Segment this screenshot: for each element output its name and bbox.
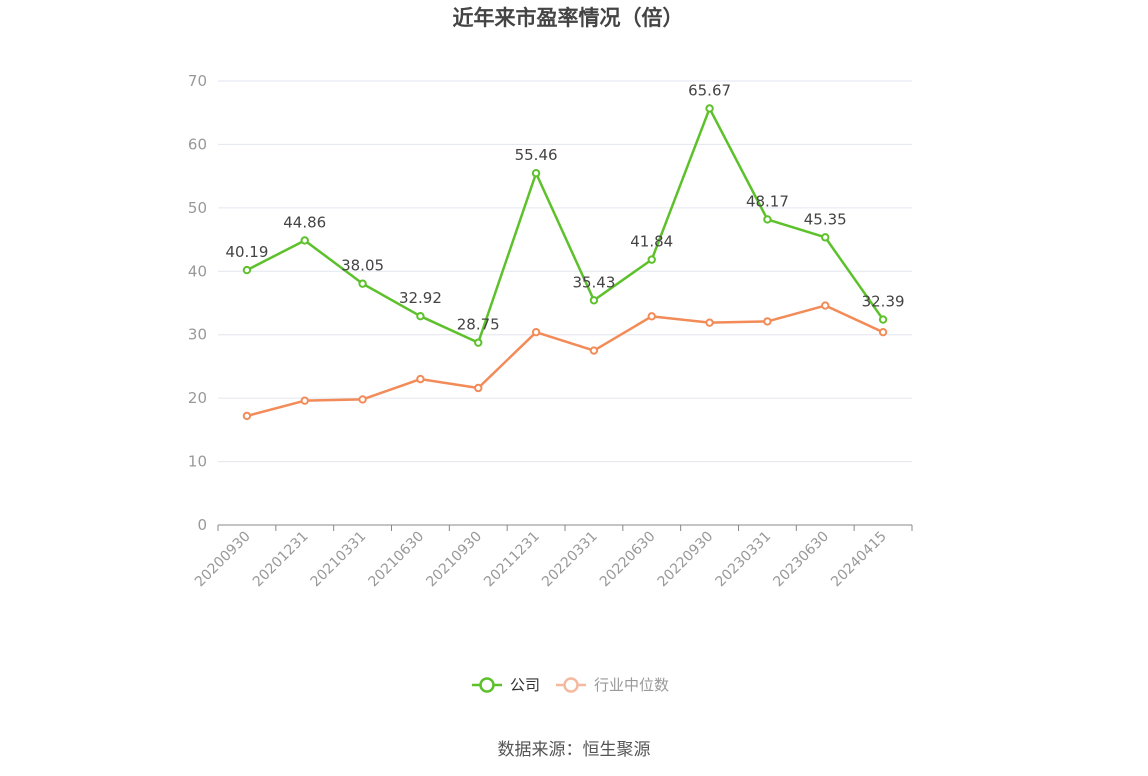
x-tick-label: 20220930 <box>655 529 717 591</box>
data-label: 44.86 <box>283 213 326 231</box>
data-point <box>589 346 599 355</box>
data-label: 41.84 <box>630 233 673 251</box>
data-point <box>531 169 541 178</box>
data-label: 38.05 <box>341 257 384 275</box>
x-tick-label: 20240415 <box>828 529 890 591</box>
legend-marker <box>563 677 579 693</box>
data-label: 45.35 <box>804 210 847 228</box>
data-label: 32.92 <box>399 289 442 307</box>
data-point <box>821 301 830 310</box>
grid-lines <box>218 80 912 463</box>
x-tick-label: 20230331 <box>713 529 775 591</box>
data-point <box>474 338 483 347</box>
y-tick-label: 20 <box>188 389 207 407</box>
y-tick-label: 50 <box>188 199 207 217</box>
data-point <box>358 395 367 404</box>
y-tick-label: 0 <box>197 516 207 534</box>
data-label: 65.67 <box>688 81 731 99</box>
x-tick-label: 20200930 <box>192 529 254 591</box>
data-label: 55.46 <box>515 146 558 164</box>
data-point <box>416 374 425 384</box>
x-tick-label: 20210930 <box>423 529 485 591</box>
data-point <box>763 317 772 326</box>
data-point <box>821 233 830 242</box>
data-point <box>474 383 483 393</box>
data-label: 40.19 <box>225 243 268 261</box>
legend: 公司 行业中位数 <box>472 676 669 694</box>
y-tick-label: 40 <box>188 262 207 280</box>
legend-label: 行业中位数 <box>594 676 669 694</box>
chart-title: 近年来市盈率情况（倍） <box>453 6 684 30</box>
data-point <box>589 296 599 305</box>
data-point <box>358 279 367 288</box>
data-label: 28.75 <box>457 316 500 334</box>
series-line <box>246 107 885 344</box>
x-tick-label: 20210331 <box>308 529 370 591</box>
x-tick-label: 20220331 <box>539 529 601 591</box>
data-point <box>647 255 656 264</box>
data-label: 35.43 <box>572 273 615 291</box>
y-tick-label: 60 <box>188 135 207 153</box>
x-tick-label: 20210630 <box>366 529 428 591</box>
x-tick-label: 20211231 <box>481 529 543 591</box>
data-label: 32.39 <box>862 293 905 311</box>
data-point <box>878 327 888 337</box>
data-point <box>531 327 541 337</box>
y-tick-label: 70 <box>188 72 207 90</box>
data-point <box>878 315 888 324</box>
data-point <box>705 318 714 327</box>
data-label: 48.17 <box>746 192 789 210</box>
data-point <box>705 104 714 113</box>
legend-label: 公司 <box>510 676 540 694</box>
x-tick-label: 20230630 <box>770 529 832 591</box>
data-point <box>242 265 252 275</box>
x-axis: 2020093020201231202103312021063020210930… <box>192 524 913 591</box>
series-layer <box>242 104 888 421</box>
x-tick-label: 20220630 <box>597 529 659 591</box>
data-point <box>242 411 252 421</box>
data-point <box>763 215 772 224</box>
data-point <box>300 396 309 405</box>
data-labels: 40.19 44.86 38.05 32.92 28.75 55.46 35.43 41.84… <box>225 81 904 333</box>
x-tick-label: 20201231 <box>250 529 312 591</box>
data-point <box>300 236 309 245</box>
y-axis: 0 10 20 30 40 50 60 70 <box>188 72 207 534</box>
legend-marker <box>479 677 495 693</box>
data-point <box>416 311 425 321</box>
y-tick-label: 30 <box>188 326 207 344</box>
y-tick-label: 10 <box>188 453 207 471</box>
data-point <box>647 312 656 321</box>
series-line <box>246 304 884 418</box>
data-source: 数据来源：恒生聚源 <box>498 740 651 760</box>
